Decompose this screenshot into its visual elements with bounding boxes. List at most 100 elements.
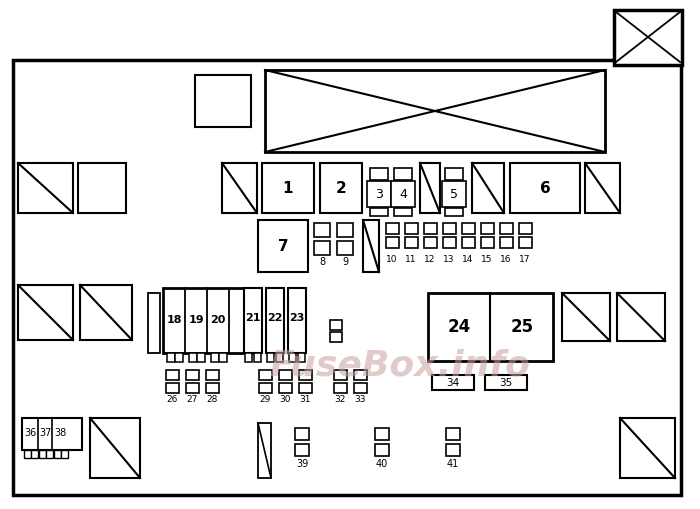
Text: 8: 8 bbox=[319, 257, 325, 267]
Text: 12: 12 bbox=[424, 256, 435, 265]
Bar bbox=[197, 353, 205, 362]
Bar bbox=[446, 428, 460, 440]
Text: 11: 11 bbox=[405, 256, 416, 265]
Bar bbox=[219, 353, 227, 362]
Bar bbox=[163, 288, 253, 353]
Text: 18: 18 bbox=[167, 315, 182, 325]
Text: 38: 38 bbox=[54, 428, 66, 438]
Bar bbox=[31, 450, 38, 458]
Text: 24: 24 bbox=[447, 318, 470, 336]
Bar bbox=[244, 288, 262, 353]
Bar bbox=[254, 353, 261, 362]
Bar bbox=[288, 288, 306, 353]
Bar bbox=[46, 450, 53, 458]
Bar bbox=[620, 418, 675, 478]
Bar bbox=[428, 293, 553, 361]
Text: 28: 28 bbox=[206, 395, 218, 405]
Bar bbox=[617, 293, 665, 341]
Text: 4: 4 bbox=[399, 187, 407, 201]
Bar bbox=[245, 353, 252, 362]
Text: 33: 33 bbox=[354, 395, 365, 405]
Bar bbox=[334, 383, 347, 393]
Bar bbox=[148, 293, 160, 353]
Text: 23: 23 bbox=[289, 313, 304, 323]
Text: 19: 19 bbox=[188, 315, 204, 325]
Bar bbox=[54, 450, 61, 458]
Bar bbox=[262, 163, 314, 213]
Text: 13: 13 bbox=[443, 256, 455, 265]
Bar bbox=[562, 293, 610, 341]
Bar bbox=[472, 163, 504, 213]
Text: 14: 14 bbox=[462, 256, 474, 265]
Bar bbox=[24, 450, 31, 458]
Bar bbox=[462, 223, 475, 234]
Bar bbox=[299, 383, 312, 393]
Text: 37: 37 bbox=[38, 428, 51, 438]
Bar bbox=[394, 208, 412, 216]
Bar bbox=[13, 60, 681, 495]
Bar bbox=[166, 370, 179, 380]
Bar bbox=[61, 450, 68, 458]
Bar bbox=[314, 223, 330, 237]
Bar bbox=[420, 163, 440, 213]
Bar bbox=[295, 444, 309, 456]
Text: 15: 15 bbox=[482, 256, 493, 265]
Text: 40: 40 bbox=[376, 459, 388, 469]
Bar bbox=[367, 181, 391, 207]
Text: 21: 21 bbox=[245, 313, 260, 323]
Bar bbox=[276, 353, 283, 362]
Text: 1: 1 bbox=[283, 181, 293, 195]
Text: 30: 30 bbox=[279, 395, 290, 405]
Bar bbox=[354, 383, 367, 393]
Bar bbox=[432, 375, 474, 390]
Bar bbox=[330, 332, 342, 342]
Text: 3: 3 bbox=[375, 187, 383, 201]
Text: 9: 9 bbox=[342, 257, 348, 267]
Bar bbox=[354, 370, 367, 380]
Bar bbox=[375, 444, 389, 456]
Text: 5: 5 bbox=[450, 187, 458, 201]
Bar bbox=[442, 181, 466, 207]
Text: FuseBox.info: FuseBox.info bbox=[270, 348, 531, 382]
Text: 22: 22 bbox=[267, 313, 283, 323]
Bar bbox=[375, 428, 389, 440]
Bar bbox=[462, 237, 475, 248]
Bar bbox=[266, 288, 284, 353]
Bar bbox=[314, 241, 330, 255]
Bar bbox=[222, 163, 257, 213]
Text: 16: 16 bbox=[500, 256, 512, 265]
Bar bbox=[443, 223, 456, 234]
Bar bbox=[289, 353, 296, 362]
Bar bbox=[443, 237, 456, 248]
Bar bbox=[299, 370, 312, 380]
Bar bbox=[500, 237, 513, 248]
Bar bbox=[295, 428, 309, 440]
Bar bbox=[186, 370, 199, 380]
Text: 34: 34 bbox=[447, 378, 460, 388]
Bar bbox=[405, 237, 418, 248]
Bar bbox=[614, 10, 682, 65]
Text: 41: 41 bbox=[447, 459, 459, 469]
Bar bbox=[22, 418, 82, 450]
Bar bbox=[485, 375, 527, 390]
Bar bbox=[481, 237, 494, 248]
Bar bbox=[370, 168, 388, 180]
Bar bbox=[195, 75, 251, 127]
Bar bbox=[167, 353, 175, 362]
Text: 29: 29 bbox=[259, 395, 271, 405]
Bar bbox=[394, 168, 412, 180]
Bar bbox=[510, 163, 580, 213]
Bar bbox=[80, 285, 132, 340]
Text: 20: 20 bbox=[210, 315, 225, 325]
Bar bbox=[166, 383, 179, 393]
Text: 25: 25 bbox=[510, 318, 533, 336]
Bar bbox=[175, 353, 183, 362]
Bar bbox=[18, 285, 73, 340]
Bar bbox=[363, 220, 379, 272]
Bar bbox=[206, 370, 219, 380]
Bar bbox=[279, 383, 292, 393]
Text: 10: 10 bbox=[386, 256, 398, 265]
Text: 39: 39 bbox=[296, 459, 308, 469]
Bar bbox=[298, 353, 305, 362]
Bar bbox=[258, 220, 308, 272]
